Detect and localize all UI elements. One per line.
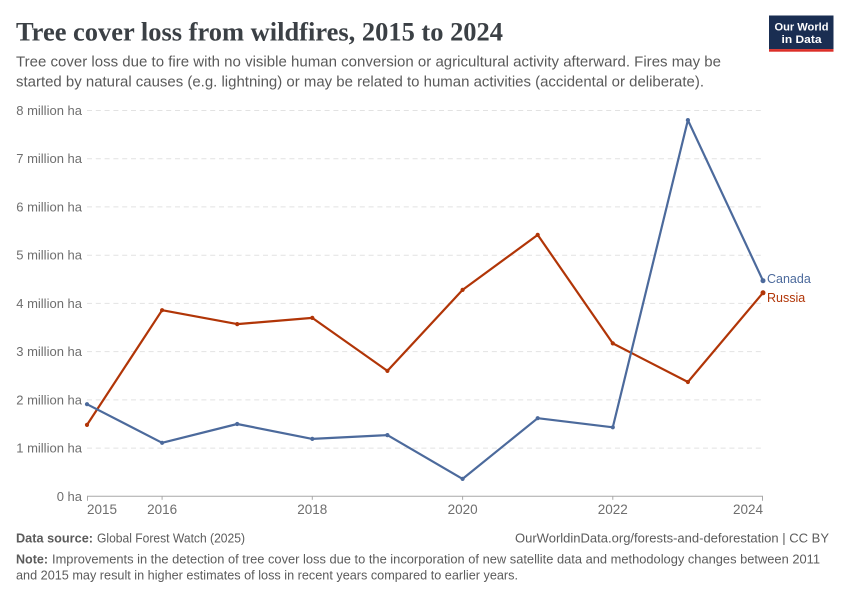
svg-text:in Data: in Data: [782, 34, 823, 46]
svg-text:8 million ha: 8 million ha: [16, 103, 83, 118]
svg-text:Improvements in the detection: Improvements in the detection of tree co…: [52, 551, 820, 566]
svg-text:2020: 2020: [448, 502, 478, 517]
svg-text:Tree cover loss due to fire wi: Tree cover loss due to fire with no visi…: [16, 53, 721, 70]
svg-text:started by natural causes (e.g: started by natural causes (e.g. lightnin…: [16, 73, 704, 90]
svg-text:Note:: Note:: [16, 551, 48, 566]
svg-text:Tree cover loss from wildfires: Tree cover loss from wildfires, 2015 to …: [16, 18, 503, 47]
svg-text:0 ha: 0 ha: [57, 489, 83, 504]
svg-text:2015: 2015: [87, 502, 117, 517]
svg-text:2024: 2024: [733, 502, 764, 517]
svg-text:and 2015 may result in higher: and 2015 may result in higher estimates …: [16, 568, 518, 583]
svg-text:4 million ha: 4 million ha: [16, 296, 83, 311]
svg-text:3 million ha: 3 million ha: [16, 344, 83, 359]
svg-text:6 million ha: 6 million ha: [16, 199, 83, 214]
svg-text:5 million ha: 5 million ha: [16, 248, 83, 263]
svg-text:2022: 2022: [598, 502, 628, 517]
svg-text:Our World: Our World: [775, 21, 829, 33]
svg-text:2 million ha: 2 million ha: [16, 392, 83, 407]
svg-text:2016: 2016: [147, 502, 177, 517]
svg-text:OurWorldinData.org/forests-and: OurWorldinData.org/forests-and-deforesta…: [515, 530, 829, 545]
svg-text:Global Forest Watch (2025): Global Forest Watch (2025): [97, 530, 245, 545]
svg-text:2018: 2018: [297, 502, 327, 517]
svg-text:7 million ha: 7 million ha: [16, 151, 83, 166]
svg-text:Canada: Canada: [767, 272, 811, 286]
svg-text:Russia: Russia: [767, 291, 805, 305]
svg-text:1 million ha: 1 million ha: [16, 441, 83, 456]
svg-text:Data source:: Data source:: [16, 530, 93, 545]
